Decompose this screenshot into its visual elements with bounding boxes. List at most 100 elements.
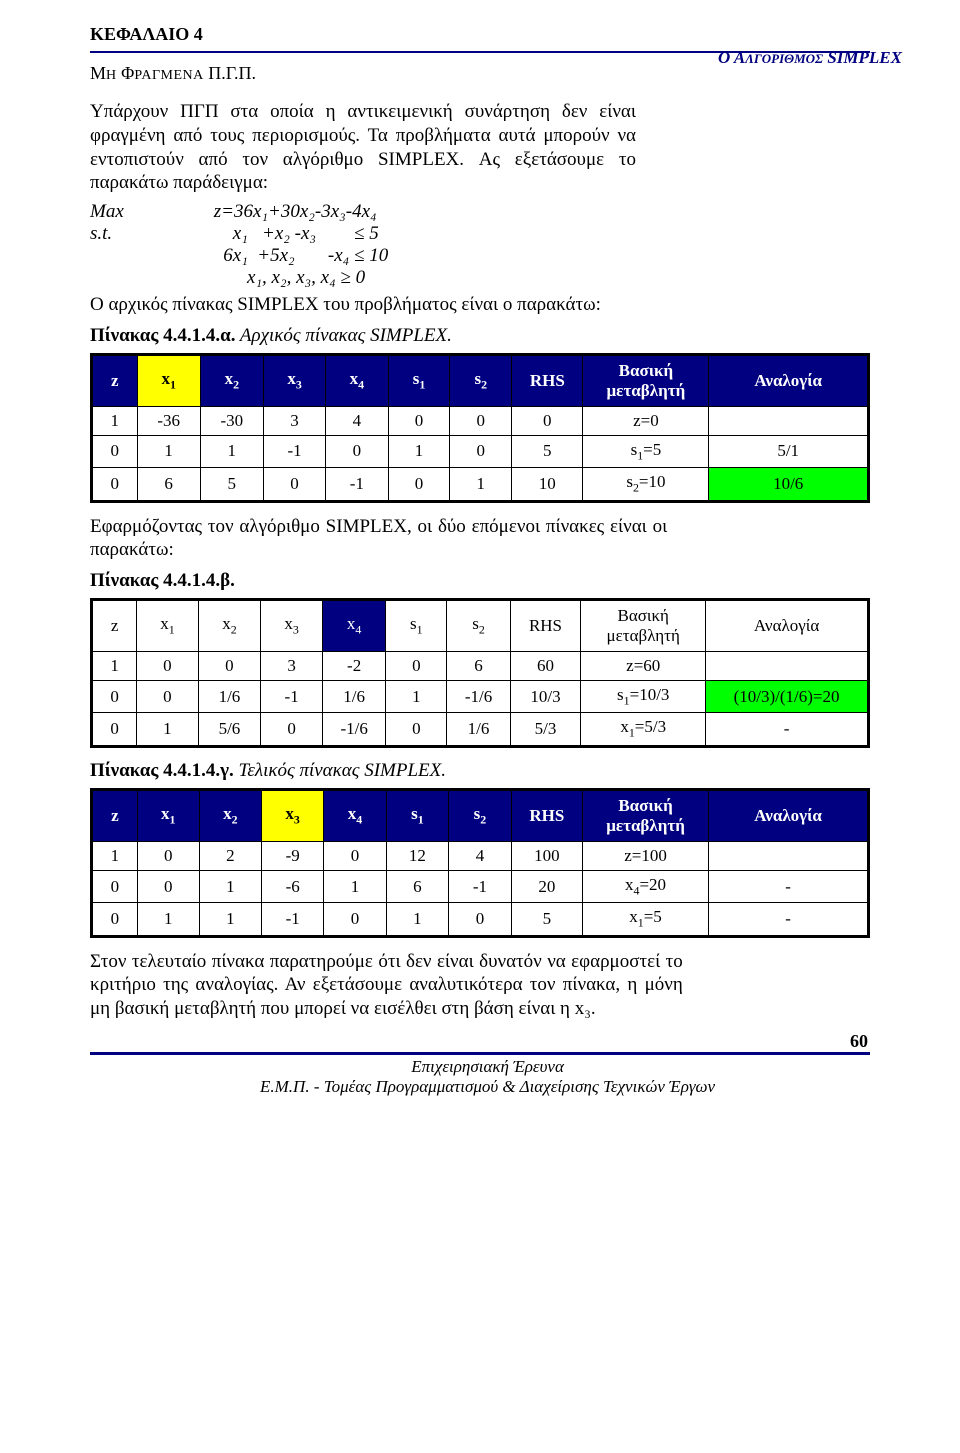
- table-cell: 6: [386, 870, 449, 902]
- table-row: 102-90124100z=100: [92, 841, 869, 870]
- table-cell: [709, 406, 869, 435]
- caption-1: Πίνακας 4.4.1.4.α. Αρχικός πίνακας SIMPL…: [90, 325, 870, 347]
- table-cell: 6: [137, 468, 200, 501]
- table-cell: 0: [324, 903, 386, 936]
- table-cell: 1/6: [198, 681, 261, 713]
- table-cell: 0: [92, 713, 137, 746]
- table-cell: -36: [137, 406, 200, 435]
- table-cell: -2: [323, 652, 386, 681]
- table-cell: 0: [386, 713, 447, 746]
- table-cell: x1=5/3: [581, 713, 706, 746]
- col-header: Αναλογία: [709, 354, 869, 406]
- table-cell: 60: [510, 652, 581, 681]
- table-cell: 3: [263, 406, 325, 435]
- table-cell: 5/3: [510, 713, 581, 746]
- page-number: 60: [850, 1031, 870, 1052]
- caption-1-bold: Πίνακας 4.4.1.4.α.: [90, 325, 236, 346]
- math-st: s.t.: [90, 223, 124, 245]
- col-header: x3: [261, 789, 323, 841]
- table-cell: x4=20: [582, 870, 708, 902]
- table-cell: 5: [512, 435, 583, 467]
- table-row: 001/6-11/61-1/610/3s1=10/3(10/3)/(1/6)=2…: [92, 681, 869, 713]
- col-header: x4: [323, 600, 386, 652]
- table-cell: 0: [450, 406, 512, 435]
- math-max: Max: [90, 201, 124, 223]
- table-cell: 1: [92, 841, 138, 870]
- table-cell: 0: [92, 903, 138, 936]
- table-cell: -1: [449, 870, 511, 902]
- table-cell: 0: [92, 468, 138, 501]
- col-header: s1: [386, 600, 447, 652]
- table-1: zx1x2x3x4s1s2RHSΒασική μεταβλητήΑναλογία…: [90, 353, 870, 503]
- para-next-tables: Εφαρμόζοντας τον αλγόριθμο SIMPLEX, οι δ…: [90, 515, 667, 563]
- table-cell: -1: [326, 468, 388, 501]
- para-initial-table: Ο αρχικός πίνακας SIMPLEX του προβλήματο…: [90, 293, 870, 317]
- col-header: s2: [449, 789, 511, 841]
- table-cell: 0: [137, 870, 199, 902]
- table-cell: 1/6: [323, 681, 386, 713]
- col-header: Βασική μεταβλητή: [582, 789, 708, 841]
- table-cell: 1: [137, 435, 200, 467]
- col-header: x3: [261, 600, 323, 652]
- table-cell: [709, 841, 869, 870]
- table-cell: 0: [263, 468, 325, 501]
- table-cell: 2: [199, 841, 261, 870]
- table-cell: 0: [386, 652, 447, 681]
- col-header: s2: [447, 600, 510, 652]
- table-cell: 0: [326, 435, 388, 467]
- table-row: 1003-20660z=60: [92, 652, 869, 681]
- table-cell: -1/6: [447, 681, 510, 713]
- footer-line-1: Επιχειρησιακή Έρευνα: [260, 1057, 715, 1077]
- table-cell: 100: [511, 841, 582, 870]
- table-cell: s1=10/3: [581, 681, 706, 713]
- chapter-label: ΚΕΦΑΛΑΙΟ 4: [90, 24, 870, 45]
- table-cell: 0: [388, 406, 450, 435]
- table-cell: -1/6: [323, 713, 386, 746]
- col-header: x2: [199, 789, 261, 841]
- table-cell: 10/3: [510, 681, 581, 713]
- caption-3: Πίνακας 4.4.1.4.γ. Τελικός πίνακας SIMPL…: [90, 760, 870, 782]
- col-header: x2: [198, 600, 261, 652]
- table-cell: -: [709, 903, 869, 936]
- table-row: 011-10105x1=5-: [92, 903, 869, 936]
- table-cell: -: [706, 713, 869, 746]
- footer-line-2: Ε.Μ.Π. - Τομέας Προγραμματισμού & Διαχεί…: [260, 1077, 715, 1097]
- table-cell: 4: [326, 406, 388, 435]
- table-cell: -9: [261, 841, 323, 870]
- table-cell: 20: [511, 870, 582, 902]
- col-header: x3: [263, 354, 325, 406]
- col-header: z: [92, 789, 138, 841]
- final-paragraph: Στον τελευταίο πίνακα παρατηρούμε ότι δε…: [90, 950, 683, 1021]
- table-3: zx1x2x3x4s1s2RHSΒασική μεταβλητήΑναλογία…: [90, 788, 870, 938]
- table-cell: 1: [199, 903, 261, 936]
- table-cell: 1: [386, 681, 447, 713]
- col-header: RHS: [512, 354, 583, 406]
- footer-text: Επιχειρησιακή Έρευνα Ε.Μ.Π. - Τομέας Προ…: [260, 1057, 715, 1098]
- col-header: z: [92, 600, 137, 652]
- col-header: s2: [450, 354, 512, 406]
- table-row: 1-36-3034000z=0: [92, 406, 869, 435]
- table-cell: 0: [449, 903, 511, 936]
- table-cell: 5/1: [709, 435, 869, 467]
- table-cell: z=0: [583, 406, 709, 435]
- table-cell: 10: [512, 468, 583, 501]
- table-cell: x1=5: [582, 903, 708, 936]
- table-row: 0650-10110s2=1010/6: [92, 468, 869, 501]
- col-header: x2: [200, 354, 263, 406]
- table-row: 011-10105s1=55/1: [92, 435, 869, 467]
- col-header: z: [92, 354, 138, 406]
- col-header: x4: [324, 789, 386, 841]
- col-header: x1: [137, 789, 199, 841]
- col-header: RHS: [510, 600, 581, 652]
- col-header: Βασική μεταβλητή: [581, 600, 706, 652]
- table-cell: -1: [261, 681, 323, 713]
- table-row: 001-616-120x4=20-: [92, 870, 869, 902]
- math-block: Max s.t. z=36x₁+30x₂-3x₃-4x₄ x₁ +x₂ -x₃ …: [90, 201, 870, 289]
- table-cell: 0: [198, 652, 261, 681]
- table-row: 015/60-1/601/65/3x1=5/3-: [92, 713, 869, 746]
- table-cell: 0: [261, 713, 323, 746]
- table-cell: 5/6: [198, 713, 261, 746]
- table-cell: s2=10: [583, 468, 709, 501]
- table-cell: 4: [449, 841, 511, 870]
- col-header: x4: [326, 354, 388, 406]
